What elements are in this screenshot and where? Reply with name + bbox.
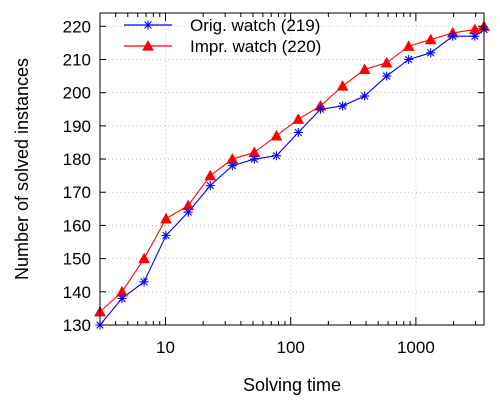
series-markers — [94, 20, 490, 330]
plot-frame — [99, 12, 485, 326]
data-point-impr-watch — [424, 33, 437, 45]
y-tick-label: 200 — [63, 84, 91, 103]
x-tick-label: 1000 — [397, 338, 435, 357]
data-point-orig-watch — [161, 230, 171, 240]
series-line-orig-watch — [99, 29, 485, 326]
data-point-orig-watch — [205, 181, 215, 191]
data-point-impr-watch — [204, 169, 217, 181]
data-point-impr-watch — [402, 40, 415, 51]
data-point-orig-watch — [249, 154, 259, 164]
tick-labels: 130 140 150 160 170 180 190 200 210 220 10 100 1000 — [63, 17, 435, 357]
data-point-orig-watch — [139, 277, 149, 287]
data-point-orig-watch — [183, 207, 193, 217]
data-point-orig-watch — [470, 31, 480, 41]
data-point-orig-watch — [404, 54, 414, 64]
data-point-impr-watch — [138, 252, 151, 264]
y-tick-label: 170 — [63, 183, 91, 202]
legend-marker-orig-watch — [143, 20, 153, 30]
data-point-impr-watch — [160, 212, 172, 224]
x-tick-label: 100 — [276, 338, 304, 357]
data-point-impr-watch — [292, 113, 305, 124]
y-tick-label: 190 — [63, 117, 91, 136]
y-tick-label: 220 — [63, 17, 91, 36]
data-point-orig-watch — [360, 91, 370, 101]
legend-label-impr-watch: Impr. watch (220) — [190, 37, 321, 56]
x-tick-label: 10 — [156, 338, 175, 357]
y-tick-label: 130 — [63, 316, 91, 335]
data-point-orig-watch — [382, 71, 392, 81]
data-point-impr-watch — [336, 80, 349, 91]
legend-asterisk-icon — [143, 20, 153, 30]
y-axis-title: Number of solved instances — [12, 58, 32, 280]
y-tick-label: 160 — [63, 216, 91, 235]
data-point-orig-watch — [426, 48, 436, 58]
data-point-orig-watch — [271, 151, 281, 161]
y-tick-label: 150 — [63, 250, 91, 269]
data-point-orig-watch — [315, 104, 325, 114]
data-point-impr-watch — [380, 56, 393, 68]
data-point-orig-watch — [293, 127, 303, 137]
legend-label-orig-watch: Orig. watch (219) — [190, 16, 320, 35]
ticks — [100, 13, 484, 326]
y-tick-label: 210 — [63, 50, 91, 69]
legend-triangle-icon — [142, 39, 154, 51]
data-point-impr-watch — [358, 63, 371, 75]
series-lines — [99, 25, 485, 326]
data-point-orig-watch — [227, 161, 237, 171]
x-axis-title: Solving time — [243, 375, 341, 395]
data-point-orig-watch — [448, 31, 458, 41]
data-point-orig-watch — [117, 293, 127, 303]
legend: Orig. watch (219) Impr. watch (220) — [124, 16, 321, 56]
data-point-orig-watch — [338, 101, 348, 111]
legend-marker-impr-watch — [142, 39, 154, 51]
y-tick-label: 140 — [63, 283, 91, 302]
series-line-impr-watch — [99, 25, 485, 313]
y-tick-label: 180 — [63, 150, 91, 169]
grid — [100, 13, 484, 326]
data-point-impr-watch — [270, 129, 283, 141]
